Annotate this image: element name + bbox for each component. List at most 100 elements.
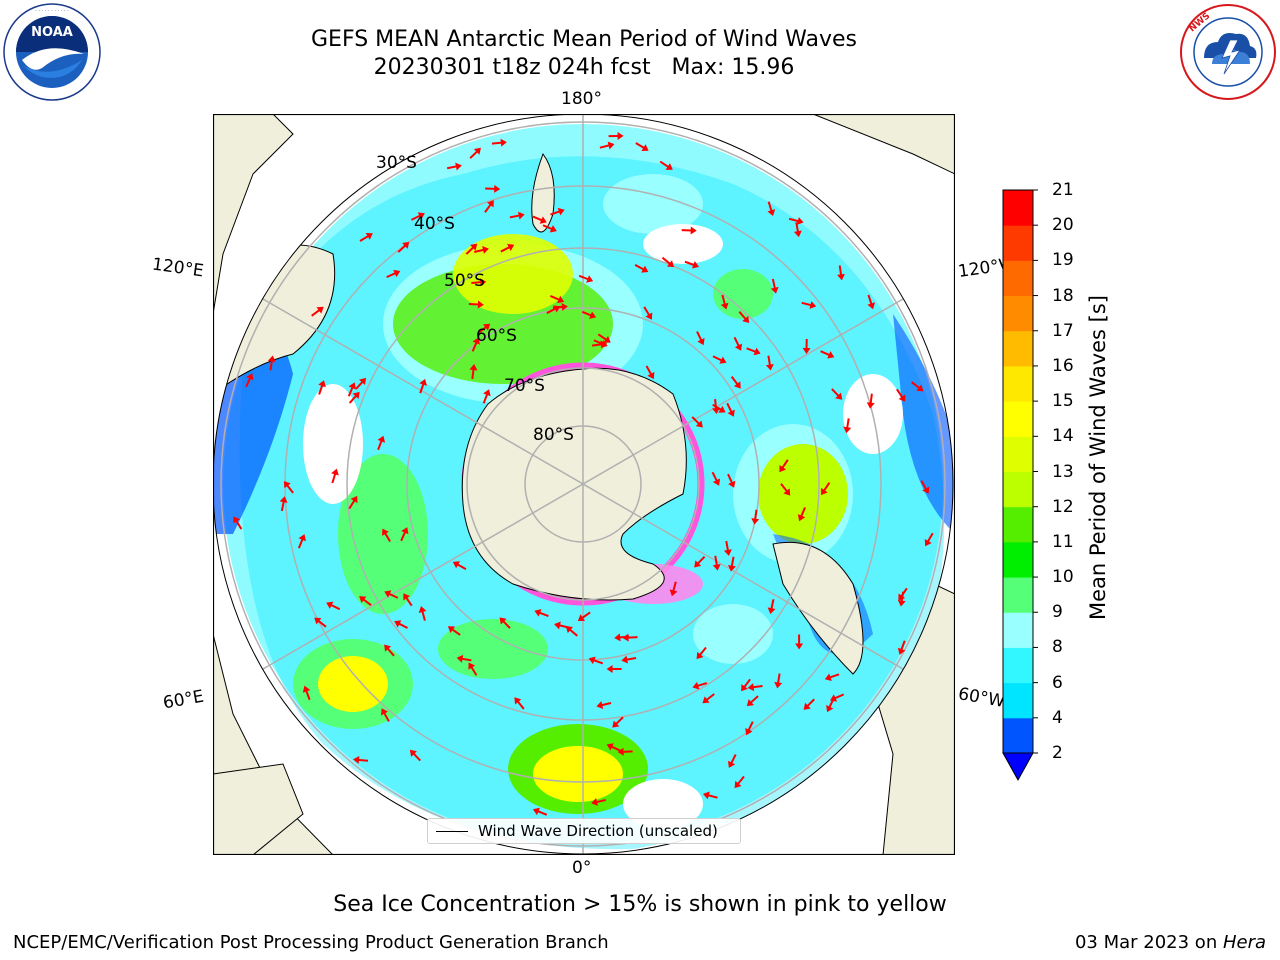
- wind-arrow: [499, 617, 511, 629]
- wind-arrow: [599, 141, 615, 150]
- wind-arrow: [694, 555, 706, 568]
- wind-arrow: [452, 561, 467, 570]
- wind-arrow: [837, 265, 845, 281]
- wind-arrow: [696, 331, 705, 346]
- wind-arrow: [747, 683, 763, 692]
- wind-arrow: [465, 243, 478, 255]
- wind-arrow: [614, 633, 630, 642]
- wind-arrow: [793, 222, 802, 238]
- wind-arrow: [924, 532, 934, 547]
- wind-arrow: [591, 798, 607, 806]
- lon-label-60e: 60°E: [161, 686, 206, 714]
- wind-arrow: [643, 306, 653, 320]
- colorbar-label: Mean Period of Wind Waves [s]: [1086, 295, 1110, 620]
- colorbar-tick-label: 16: [1052, 355, 1074, 376]
- wind-arrow: [635, 142, 649, 152]
- colorbar-tick-label: 6: [1052, 672, 1063, 693]
- wind-arrow: [471, 337, 480, 352]
- wind-arrow: [612, 716, 624, 728]
- wind-arrow: [348, 495, 358, 510]
- wind-arrow: [397, 241, 410, 253]
- wind-arrow: [469, 147, 481, 159]
- colorbar-segment: [1003, 401, 1033, 437]
- colorbar-segment: [1003, 612, 1033, 648]
- colorbar-segment: [1003, 647, 1033, 684]
- svg-text:· · · · · · · · · · ·: · · · · · · · · · · ·: [35, 8, 69, 14]
- noaa-logo: NOAA · · · · · · · · · · ·: [2, 2, 102, 102]
- wind-arrow: [802, 338, 811, 354]
- map-legend: Wind Wave Direction (unscaled): [427, 818, 741, 844]
- wind-arrow: [720, 294, 729, 310]
- colorbar-tick-label: 19: [1052, 250, 1074, 271]
- wind-arrow: [866, 393, 875, 409]
- colorbar-extend-arrow: [1002, 752, 1034, 782]
- wind-arrow: [746, 347, 761, 356]
- lat-label-60s: 60°S: [476, 326, 517, 346]
- wind-arrow: [326, 601, 341, 611]
- wind-arrow: [386, 269, 401, 279]
- wind-arrow: [532, 215, 547, 224]
- colorbar-tick-label: 9: [1052, 602, 1063, 623]
- wind-arrow: [577, 611, 591, 621]
- wind-arrow: [696, 646, 707, 660]
- colorbar-tick-label: 18: [1052, 285, 1074, 306]
- wind-arrow: [767, 201, 776, 217]
- colorbar-ticks: 2 4 6 8 9 10 11 12 13 14 15 16 17 18 19 20 21: [1052, 0, 1102, 960]
- wind-arrow: [468, 300, 484, 309]
- colorbar-segment: [1003, 577, 1033, 613]
- wind-arrow: [645, 365, 655, 380]
- wind-arrow: [920, 480, 930, 494]
- wind-arrow: [283, 481, 294, 494]
- colorbar-tick-label: 8: [1052, 637, 1063, 658]
- map-title: GEFS MEAN Antarctic Mean Period of Wind …: [311, 27, 857, 52]
- wind-arrow: [780, 483, 791, 496]
- wind-arrow: [767, 599, 776, 615]
- wind-arrow: [491, 138, 507, 147]
- wind-arrow: [745, 721, 754, 736]
- wind-arrow: [403, 593, 413, 607]
- wind-arrow: [726, 402, 735, 417]
- lon-label-180: 180°: [561, 89, 602, 109]
- wind-arrow: [347, 382, 356, 397]
- wind-arrow: [591, 340, 607, 349]
- wind-arrow: [712, 555, 721, 571]
- colorbar: [998, 186, 1038, 786]
- wind-arrow: [898, 587, 908, 601]
- wind-arrow: [314, 617, 327, 628]
- colorbar-segment: [1003, 190, 1033, 226]
- colorbar-segment: [1003, 506, 1033, 543]
- wind-arrow: [542, 224, 557, 233]
- wind-arrow: [621, 655, 637, 664]
- wind-arrow: [733, 336, 743, 351]
- footer-date-text: 03 Mar 2023 on: [1074, 932, 1223, 953]
- nws-logo: NWS: [1178, 2, 1278, 102]
- wind-arrow: [384, 590, 399, 599]
- wind-arrow: [546, 305, 561, 314]
- colorbar-tick-label: 14: [1052, 426, 1074, 447]
- wind-arrow: [734, 775, 745, 789]
- wind-arrow: [377, 435, 386, 451]
- wind-arrow: [279, 496, 288, 512]
- colorbar-segment: [1003, 295, 1033, 332]
- wind-arrow: [681, 226, 697, 235]
- wind-arrow: [596, 701, 612, 709]
- wind-arrow: [820, 350, 835, 359]
- colorbar-tick-label: 13: [1052, 461, 1074, 482]
- wind-arrow: [730, 376, 741, 389]
- wind-arrow: [803, 698, 815, 710]
- wind-arrow: [831, 388, 843, 400]
- wind-arrow: [712, 355, 727, 364]
- wind-arrow: [474, 246, 489, 254]
- wind-arrow: [500, 243, 515, 253]
- wind-arrow: [484, 200, 494, 213]
- wind-arrow: [578, 274, 594, 283]
- wind-arrow: [728, 754, 737, 768]
- wind-arrow: [738, 311, 750, 324]
- wind-arrow: [634, 264, 649, 273]
- wind-arrow: [456, 654, 472, 663]
- wind-arrow: [331, 468, 339, 484]
- wind-arrow: [471, 278, 487, 287]
- wind-arrow: [712, 403, 726, 413]
- wind-arrow: [712, 399, 720, 415]
- wind-arrow: [565, 626, 578, 637]
